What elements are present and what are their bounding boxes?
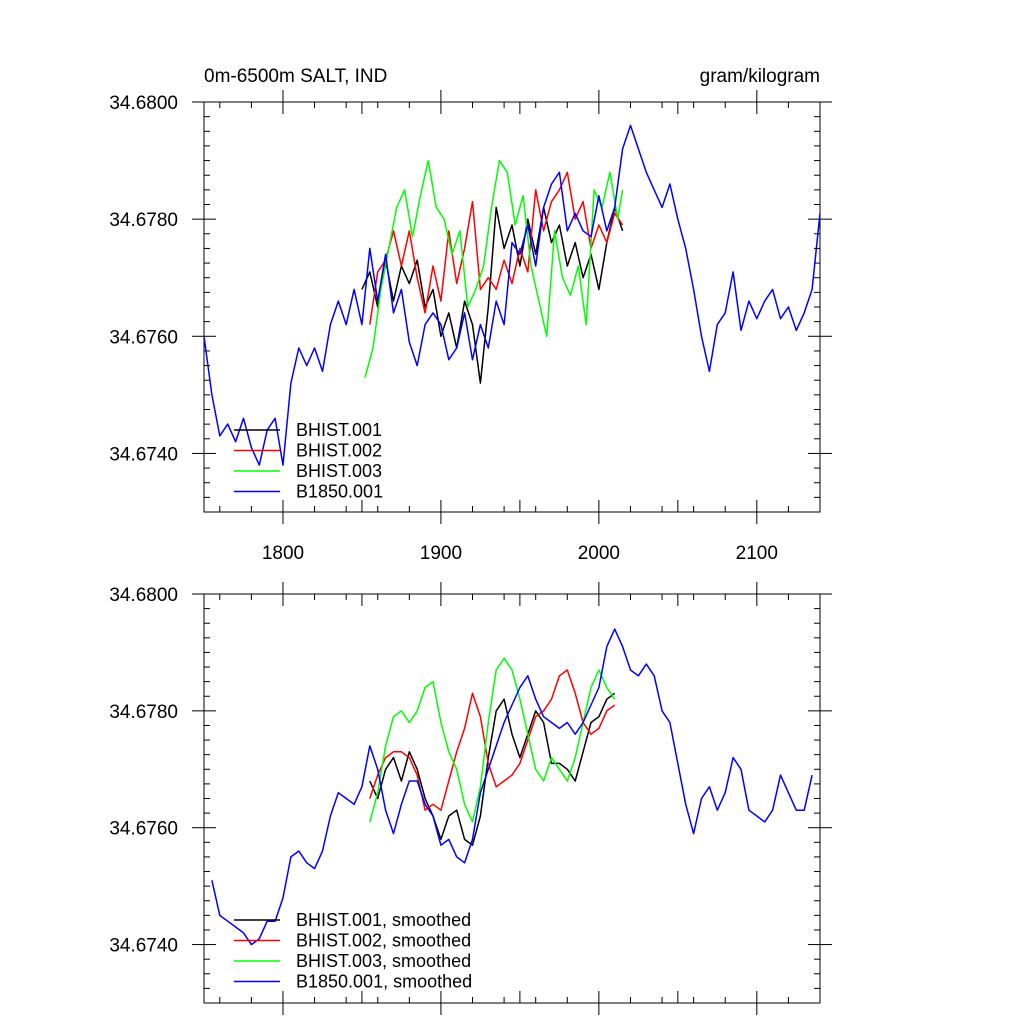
series-line-3 bbox=[204, 124, 820, 466]
x-tick-label: 1900 bbox=[420, 543, 462, 564]
series-line-2 bbox=[364, 159, 624, 378]
x-tick-label: 1800 bbox=[262, 543, 304, 564]
y-tick-label: 34.6760 bbox=[109, 327, 178, 348]
legend-label-0: BHIST.001 bbox=[296, 420, 382, 440]
y-tick-label: 34.6800 bbox=[109, 93, 178, 114]
y-tick-label: 34.6800 bbox=[109, 585, 178, 606]
legend-label-2: BHIST.003 bbox=[296, 461, 382, 481]
series-line-0 bbox=[361, 206, 624, 384]
y-tick-label: 34.6780 bbox=[109, 702, 178, 723]
chart-title-right: gram/kilogram bbox=[700, 66, 820, 87]
series-line-1 bbox=[369, 171, 624, 325]
bottom-panel: 34.6740 34.6760 34.6780 34.6800 BHIST.001, s… bbox=[109, 582, 832, 1015]
legend-label-3: B1850.001, smoothed bbox=[296, 972, 472, 992]
y-tick-label: 34.6780 bbox=[109, 210, 178, 231]
x-tick-label: 2000 bbox=[578, 543, 620, 564]
series-line-2 bbox=[369, 657, 616, 823]
legend-label-2: BHIST.003, smoothed bbox=[296, 951, 471, 971]
legend-label-0: BHIST.001, smoothed bbox=[296, 910, 471, 930]
y-tick-label: 34.6760 bbox=[109, 819, 178, 840]
legend-label-3: B1850.001 bbox=[296, 482, 383, 502]
series-line-3 bbox=[211, 628, 813, 946]
legend-label-1: BHIST.002, smoothed bbox=[296, 931, 471, 951]
y-tick-label: 34.6740 bbox=[109, 444, 178, 465]
series-line-1 bbox=[369, 669, 616, 811]
legend-label-1: BHIST.002 bbox=[296, 441, 382, 461]
x-tick-label: 2100 bbox=[736, 543, 778, 564]
chart-title-left: 0m-6500m SALT, IND bbox=[204, 66, 387, 87]
top-panel: 0m-6500m SALT, IND gram/kilogram 34.6740… bbox=[109, 66, 832, 564]
y-tick-label: 34.6740 bbox=[109, 936, 178, 957]
series-line-0 bbox=[369, 692, 616, 846]
